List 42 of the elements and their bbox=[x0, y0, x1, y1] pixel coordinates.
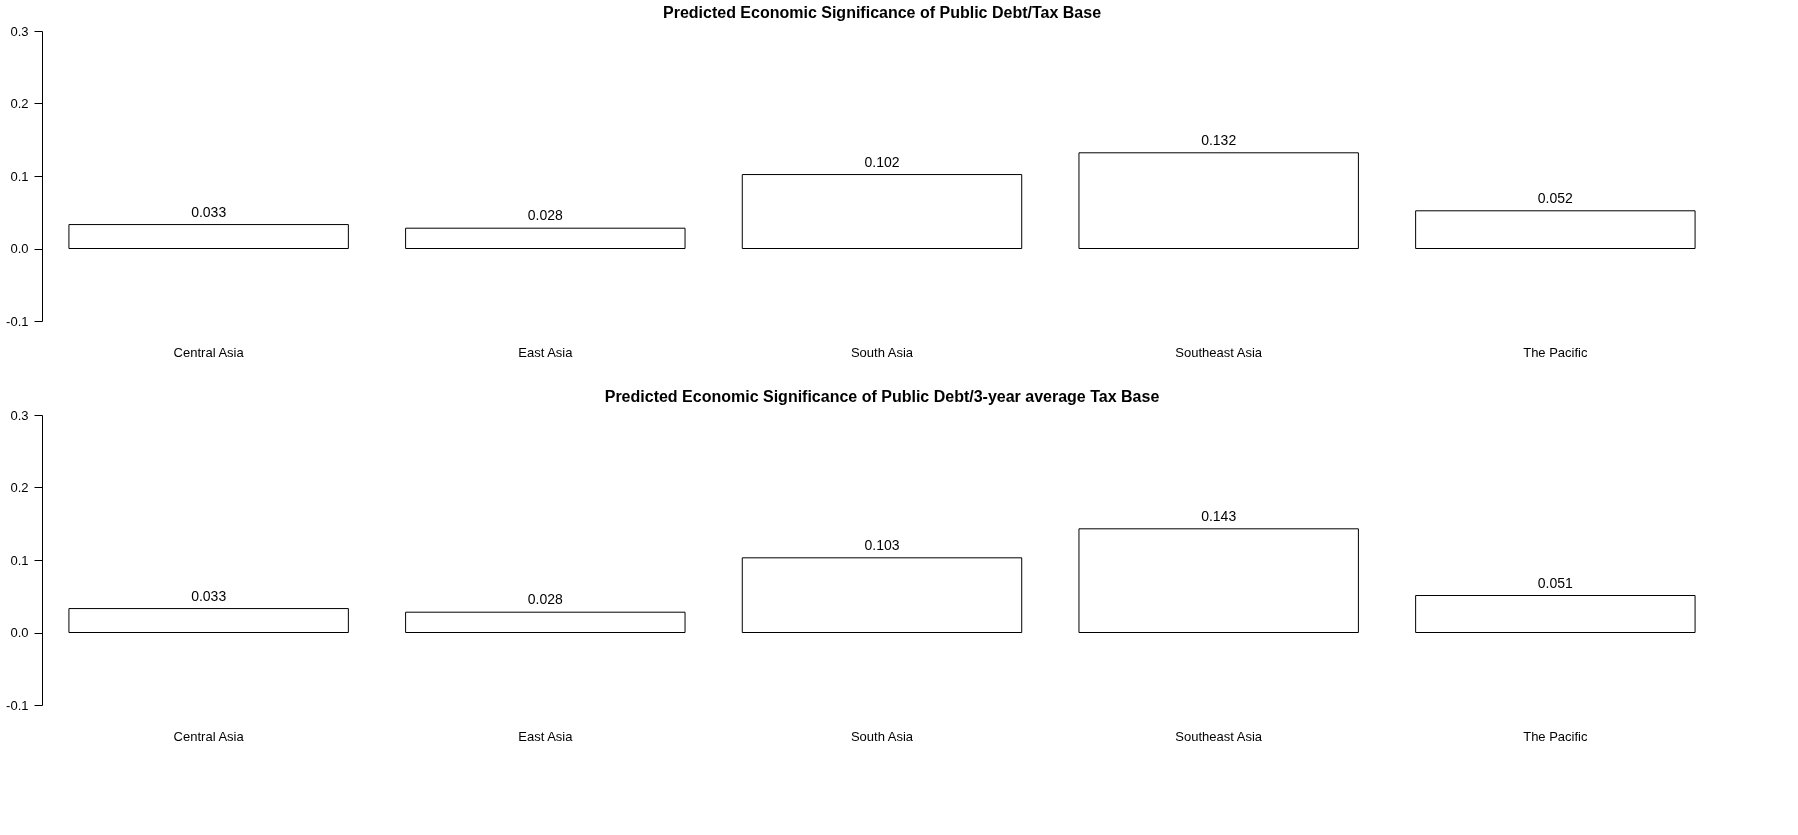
x-tick-label: The Pacific bbox=[1523, 344, 1588, 360]
bar bbox=[68, 608, 349, 633]
data-label: 0.028 bbox=[527, 591, 564, 608]
bar bbox=[68, 224, 349, 249]
data-label: 0.051 bbox=[1537, 574, 1574, 591]
y-tick-label: 0.0 bbox=[10, 241, 29, 256]
chart-title: Predicted Economic Significance of Public Debt/3-year average Tax Base bbox=[604, 388, 1160, 405]
x-tick-label: Southeast Asia bbox=[1175, 728, 1263, 744]
y-tick-label: 0.1 bbox=[10, 168, 29, 184]
chart-title: Predicted Economic Significance of Public Debt/Tax Base bbox=[662, 4, 1102, 21]
y-tick-label: 0.2 bbox=[10, 480, 29, 495]
bar bbox=[741, 174, 1023, 249]
data-label: 0.132 bbox=[1201, 131, 1237, 148]
x-tick-label: South Asia bbox=[850, 728, 914, 744]
data-label: 0.143 bbox=[1201, 507, 1237, 524]
bar bbox=[405, 227, 686, 249]
bar bbox=[1415, 210, 1696, 249]
y-tick-label: 0.0 bbox=[10, 625, 29, 640]
x-tick-label: Central Asia bbox=[173, 344, 245, 360]
y-tick-label: -0.1 bbox=[6, 697, 29, 713]
y-tick-label: 0.2 bbox=[10, 96, 29, 111]
data-label: 0.103 bbox=[864, 536, 900, 553]
bar bbox=[1078, 152, 1359, 249]
data-label: 0.028 bbox=[527, 207, 564, 224]
x-tick-label: Central Asia bbox=[173, 728, 245, 744]
bar bbox=[1078, 528, 1359, 633]
y-tick-label: 0.3 bbox=[10, 23, 29, 39]
data-label: 0.033 bbox=[191, 203, 227, 220]
y-tick-label: 0.1 bbox=[10, 552, 29, 568]
x-tick-label: East Asia bbox=[518, 728, 574, 744]
y-tick-label: 0.3 bbox=[10, 407, 29, 423]
data-label: 0.102 bbox=[864, 153, 900, 170]
bar bbox=[405, 611, 686, 633]
x-tick-label: East Asia bbox=[518, 344, 574, 360]
bar bbox=[741, 557, 1023, 633]
x-tick-label: South Asia bbox=[850, 344, 914, 360]
x-tick-label: Southeast Asia bbox=[1175, 344, 1263, 360]
data-label: 0.052 bbox=[1537, 189, 1574, 206]
bar bbox=[1415, 595, 1696, 633]
x-tick-label: The Pacific bbox=[1523, 728, 1588, 744]
data-label: 0.033 bbox=[191, 587, 227, 604]
y-tick-label: -0.1 bbox=[6, 313, 29, 329]
